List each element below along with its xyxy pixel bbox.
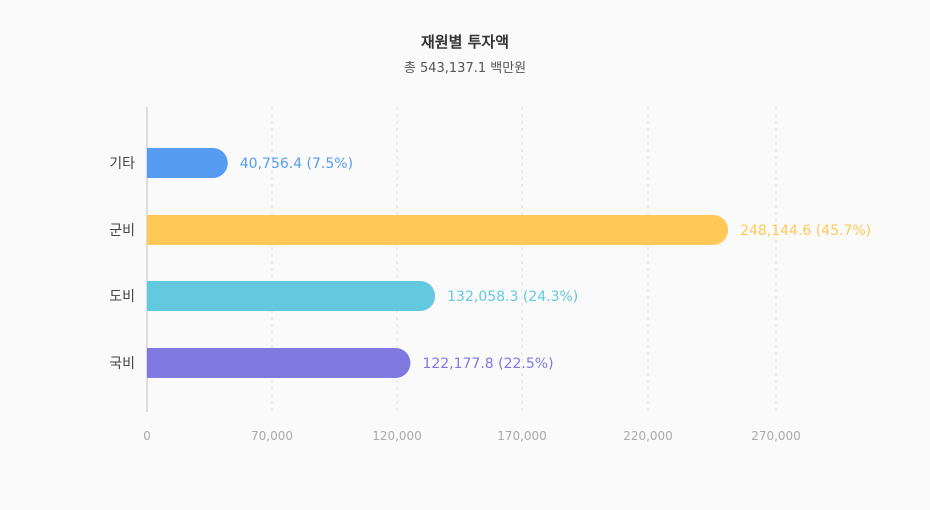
data-label: 132,058.3 (24.3%) (447, 289, 578, 305)
category-label: 도비 (109, 289, 135, 305)
bar-0 (147, 148, 228, 178)
x-tick-label: 0 (143, 429, 151, 443)
data-label: 40,756.4 (7.5%) (240, 156, 353, 172)
x-tick-label: 120,000 (372, 429, 422, 443)
x-tick-label: 270,000 (751, 429, 801, 443)
chart-subtitle: 총 543,137.1 백만원 (403, 61, 527, 76)
category-label: 군비 (109, 223, 135, 239)
category-label: 기타 (109, 156, 135, 172)
data-label: 248,144.6 (45.7%) (740, 223, 871, 239)
x-tick-label: 220,000 (623, 429, 673, 443)
data-label: 122,177.8 (22.5%) (422, 356, 553, 372)
bar-3 (147, 348, 411, 378)
bar-2 (147, 281, 436, 311)
bar-1 (147, 215, 729, 245)
x-tick-label: 70,000 (251, 429, 293, 443)
category-label: 국비 (109, 356, 135, 372)
chart-title: 재원별 투자액 (420, 33, 510, 51)
x-tick-label: 170,000 (497, 429, 547, 443)
